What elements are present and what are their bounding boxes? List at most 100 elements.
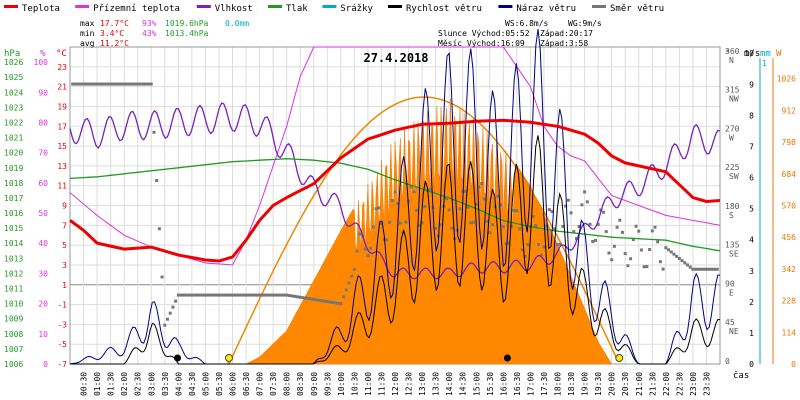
time-tick-label: 23:30 <box>702 372 711 396</box>
wind-direction-point <box>626 264 630 268</box>
temp-tick-label: 17 <box>57 122 67 131</box>
legend-swatch <box>498 5 513 8</box>
ms-tick-label: 3 <box>749 267 754 276</box>
wind-direction-point <box>485 219 489 223</box>
temp-tick-label: 23 <box>57 63 67 72</box>
hpa-tick-label: 1010 <box>4 300 23 309</box>
temp-tick-label: -3 <box>57 320 67 329</box>
hpa-tick-label: 1025 <box>4 73 23 82</box>
pct-tick-label: 60 <box>38 179 48 188</box>
wind-direction-point <box>136 82 140 86</box>
wind-direction-point <box>591 240 595 244</box>
wind-direction-point <box>144 82 148 86</box>
temp-tick-label: 11 <box>57 182 67 191</box>
ms-tick-label: 0 <box>749 360 754 369</box>
wind-direction-point <box>458 207 462 211</box>
wind-direction-point <box>255 293 259 297</box>
wind-direction-point <box>201 293 205 297</box>
wind-direction-point <box>550 210 554 214</box>
hpa-tick-label: 1009 <box>4 315 23 324</box>
w-tick-label: 114 <box>782 328 797 337</box>
wind-direction-point <box>320 299 324 303</box>
time-tick-label: 04:30 <box>188 372 197 396</box>
wind-direction-point <box>128 82 132 86</box>
wind-direction-point <box>496 194 500 198</box>
dir-tick-compass: NW <box>729 95 739 104</box>
dir-tick-label: 0 <box>725 357 730 366</box>
wind-direction-point <box>374 207 378 211</box>
wind-direction-point <box>122 82 126 86</box>
wind-direction-point <box>615 225 619 229</box>
hpa-tick-label: 1018 <box>4 179 23 188</box>
wind-direction-point <box>696 267 700 271</box>
wind-direction-point <box>645 265 649 269</box>
wind-direction-point <box>133 82 137 86</box>
wind-direction-point <box>344 288 348 292</box>
ms-axis-title: m/s <box>744 49 760 59</box>
wind-direction-point <box>388 220 392 224</box>
wind-direction-point <box>317 298 321 302</box>
time-tick-label: 01:30 <box>107 372 116 396</box>
wind-direction-point <box>312 297 316 301</box>
wind-direction-point <box>290 294 294 298</box>
time-tick-label: 07:30 <box>269 372 278 396</box>
wind-direction-point <box>166 317 169 321</box>
w-tick-label: 228 <box>782 297 797 306</box>
wind-direction-point <box>79 82 83 86</box>
wind-direction-point <box>87 82 91 86</box>
time-tick-label: 19:30 <box>594 372 603 396</box>
wind-direction-point <box>279 293 283 297</box>
temp-tick-label: 7 <box>62 221 67 230</box>
series-line-Teplota <box>69 118 721 263</box>
wind-direction-point <box>228 293 232 297</box>
wind-direction-point <box>282 293 286 297</box>
hpa-tick-label: 1013 <box>4 254 23 263</box>
wind-direction-point <box>585 200 589 204</box>
wind-direction-point <box>561 224 565 228</box>
wind-direction-point <box>101 82 104 86</box>
time-tick-label: 16:30 <box>513 372 522 396</box>
dir-tick-compass: SE <box>729 250 739 259</box>
stats-value: min <box>80 29 95 38</box>
wind-direction-point <box>184 293 188 297</box>
wind-direction-point <box>71 82 75 86</box>
wind-direction-point <box>106 82 110 86</box>
wind-direction-point <box>233 293 237 297</box>
ms-tick-label: 4 <box>749 236 754 245</box>
time-tick-label: 06:00 <box>229 372 238 396</box>
wind-direction-point <box>612 244 616 248</box>
wind-direction-point <box>566 198 570 202</box>
wind-direction-point <box>523 255 527 259</box>
pct-tick-label: 80 <box>38 118 48 127</box>
wind-direction-point <box>271 293 275 297</box>
time-tick-label: 12:00 <box>391 372 400 396</box>
dir-tick-label: 135 <box>725 241 740 250</box>
wind-direction-point <box>309 297 313 301</box>
wind-direction-point <box>450 226 454 230</box>
wind-direction-point <box>225 293 229 297</box>
wind-direction-point <box>328 300 332 304</box>
wind-direction-point <box>396 202 400 206</box>
hpa-tick-label: 1019 <box>4 164 23 173</box>
wind-direction-point <box>713 267 717 271</box>
ms-tick-label: 10 <box>744 49 754 58</box>
wind-direction-point <box>656 240 660 244</box>
w-tick-label: 1026 <box>777 75 796 84</box>
wind-direction-point <box>680 259 684 263</box>
time-tick-label: 11:30 <box>377 372 386 396</box>
temp-tick-label: 1 <box>62 281 67 290</box>
wind-direction-point <box>398 221 402 225</box>
temp-tick-label: 3 <box>62 261 67 270</box>
info-ws: WS:6.8m/s <box>505 19 549 28</box>
wind-direction-point <box>301 296 305 300</box>
wind-direction-point <box>604 230 608 234</box>
wind-direction-point <box>415 208 419 212</box>
ms-tick-label: 8 <box>749 111 754 120</box>
wind-direction-point <box>637 229 641 233</box>
time-tick-label: 16:00 <box>499 372 508 396</box>
wind-direction-point <box>404 220 408 224</box>
wind-direction-point <box>434 226 438 230</box>
wind-direction-point <box>472 220 476 224</box>
wind-direction-point <box>447 208 451 212</box>
wind-direction-point <box>198 293 202 297</box>
